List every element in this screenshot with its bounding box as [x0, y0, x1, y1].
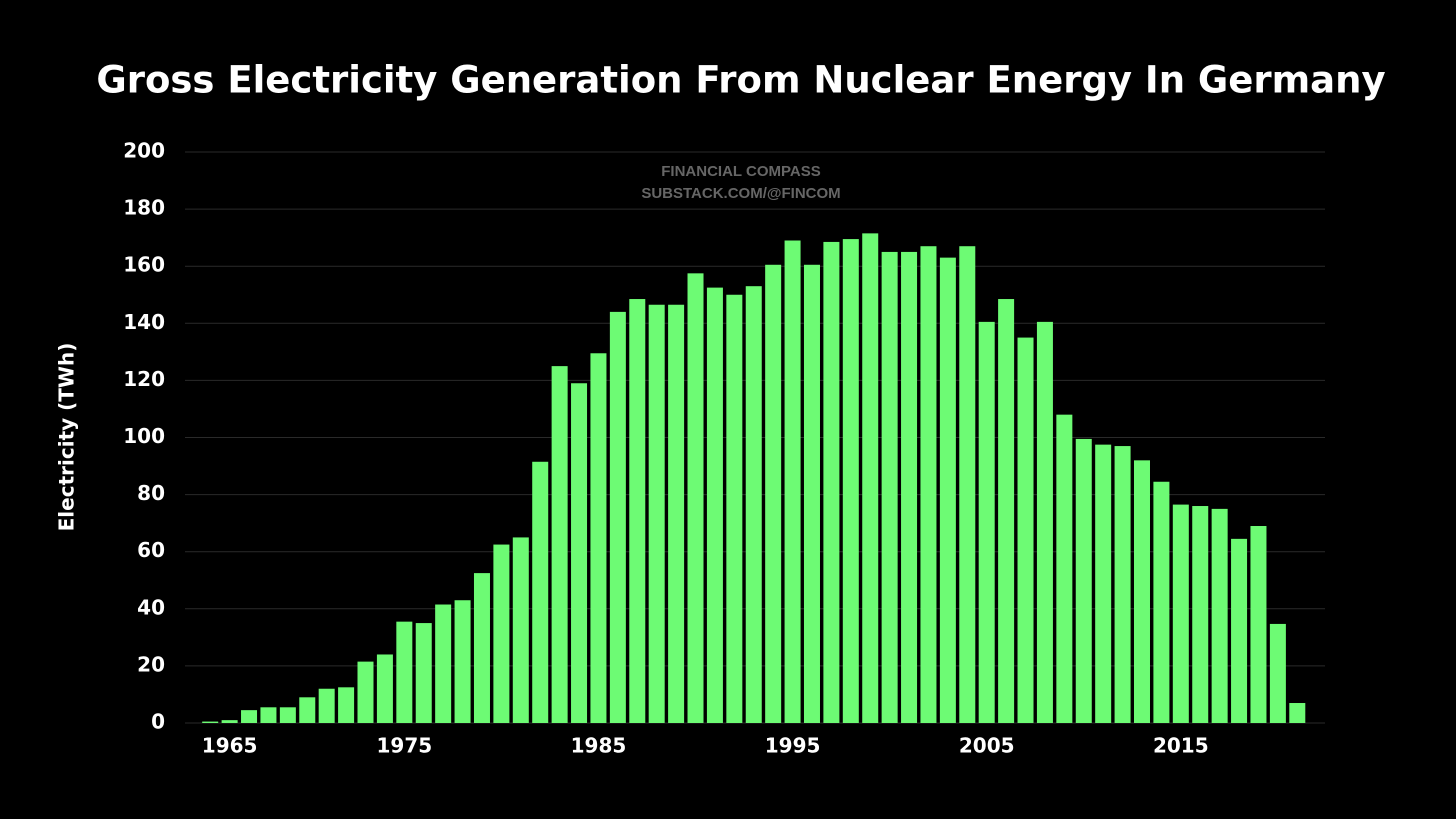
- bar: [299, 697, 316, 723]
- bar: [629, 299, 646, 723]
- y-tick-label: 160: [123, 253, 165, 277]
- bar: [862, 233, 879, 723]
- chart-title: Gross Electricity Generation From Nuclea…: [96, 59, 1385, 102]
- bar: [1056, 414, 1073, 723]
- bar: [1133, 460, 1150, 723]
- bar: [454, 600, 471, 723]
- y-tick-label: 0: [151, 710, 165, 734]
- bar: [1231, 538, 1248, 723]
- bar: [939, 257, 956, 723]
- bar: [396, 621, 413, 723]
- bar: [998, 299, 1015, 723]
- x-tick-label: 1965: [202, 734, 258, 758]
- bar: [842, 239, 859, 723]
- bar: [609, 311, 626, 723]
- bar: [1114, 446, 1131, 723]
- bar: [959, 246, 976, 723]
- bar: [1289, 703, 1306, 723]
- bar: [279, 707, 296, 723]
- y-tick-label: 80: [137, 481, 165, 505]
- bar: [823, 241, 840, 723]
- bar: [571, 383, 588, 723]
- y-tick-label: 60: [137, 538, 165, 562]
- y-tick-label: 140: [123, 310, 165, 334]
- x-tick-label: 1975: [376, 734, 432, 758]
- watermark: FINANCIAL COMPASS: [661, 163, 820, 180]
- y-axis-label: Electricity (TWh): [55, 343, 79, 532]
- watermark: SUBSTACK.COM/@FINCOM: [641, 185, 840, 202]
- bar: [1036, 321, 1053, 723]
- bar: [415, 623, 432, 723]
- bar: [1269, 623, 1286, 723]
- y-tick-label: 120: [123, 367, 165, 391]
- bar: [1172, 504, 1189, 723]
- bar: [376, 654, 393, 723]
- bar: [784, 240, 801, 723]
- y-tick-label: 20: [137, 652, 165, 676]
- bar: [901, 251, 918, 724]
- y-tick-label: 100: [123, 424, 165, 448]
- bar: [1095, 444, 1112, 723]
- bar: [435, 604, 452, 723]
- bar: [1192, 506, 1209, 723]
- bar: [202, 721, 219, 723]
- bar: [726, 294, 743, 723]
- x-tick-label: 1995: [765, 734, 821, 758]
- bar: [1075, 438, 1092, 723]
- y-tick-label: 200: [123, 139, 165, 163]
- bar: [765, 264, 782, 723]
- bar: [881, 251, 898, 724]
- bar: [590, 353, 607, 723]
- bar: [512, 537, 529, 723]
- bar: [648, 304, 665, 723]
- bar: [1153, 481, 1170, 723]
- bar: [1211, 508, 1228, 723]
- bar: [978, 321, 995, 723]
- bar: [1017, 337, 1034, 723]
- bar: [920, 246, 937, 723]
- bar: [1250, 526, 1267, 723]
- bar: [706, 287, 723, 723]
- x-tick-label: 2015: [1153, 734, 1209, 758]
- bar: [745, 286, 762, 723]
- bar: [493, 544, 510, 723]
- bar: [532, 461, 549, 723]
- bar: [221, 720, 238, 723]
- bar: [473, 573, 490, 723]
- bar: [260, 707, 277, 723]
- bar: [551, 366, 568, 723]
- bar: [318, 688, 335, 723]
- bar: [241, 710, 258, 723]
- y-tick-label: 180: [123, 196, 165, 220]
- x-tick-label: 1985: [571, 734, 627, 758]
- y-tick-label: 40: [137, 595, 165, 619]
- x-tick-label: 2005: [959, 734, 1015, 758]
- bar: [338, 687, 355, 723]
- bar: [668, 304, 685, 723]
- bar: [357, 661, 374, 723]
- bar: [803, 264, 820, 723]
- bar: [687, 273, 704, 723]
